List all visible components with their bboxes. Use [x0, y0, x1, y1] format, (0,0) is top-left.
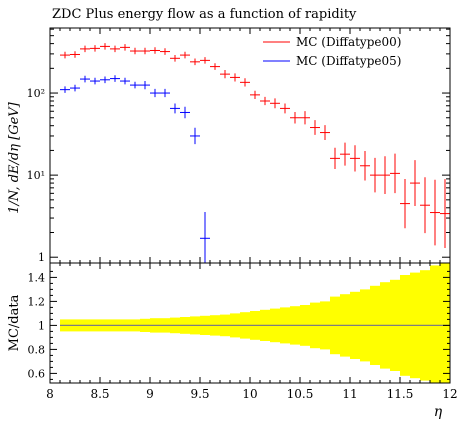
x-tick-label: 11 [342, 387, 357, 401]
data-point-series1 [330, 147, 340, 170]
x-tick-label: 8.5 [90, 387, 109, 401]
data-point-series2 [60, 86, 70, 93]
data-point-series1 [390, 153, 400, 194]
x-axis-label: η [434, 404, 443, 420]
ratio-y-tick-label: 1.4 [28, 271, 46, 284]
data-point-series1 [180, 51, 190, 59]
data-point-series1 [250, 90, 260, 99]
data-point-series1 [280, 103, 290, 114]
data-point-series2 [150, 88, 160, 98]
axes: 8 8.5 9 9.5 10 10.5 11 11.5 12 1 10¹ 10² 0.6 0.8 1 1.2 1… [27, 27, 458, 401]
legend: MC (Diffatype00) MC (Diffatype05) [263, 35, 401, 68]
data-point-series1 [370, 157, 380, 193]
main-y-axis-label: 1/N, dE/dη [GeV] [7, 101, 22, 213]
data-point-series1 [170, 55, 180, 62]
data-point-series1 [380, 156, 390, 195]
data-point-series1 [240, 78, 250, 87]
data-point-series1 [70, 51, 80, 58]
data-point-series1 [110, 45, 120, 53]
data-point-series2 [120, 77, 130, 85]
data-point-series1 [100, 43, 110, 50]
data-point-series2 [190, 127, 200, 145]
data-point-series1 [360, 150, 370, 181]
data-point-series1 [120, 44, 130, 51]
data-point-series1 [130, 47, 140, 55]
ratio-y-tick-label: 1 [38, 319, 45, 332]
ratio-y-axis-label: MC/data [7, 294, 22, 351]
data-point-series1 [230, 73, 240, 82]
data-point-series2 [160, 88, 170, 98]
data-point-series1 [200, 57, 210, 64]
ratio-y-tick-label: 0.6 [28, 367, 46, 380]
x-tick-label: 9.5 [190, 387, 209, 401]
data-point-series1 [410, 160, 420, 207]
data-point-series2 [110, 75, 120, 82]
data-point-series1 [160, 48, 170, 55]
data-point-series1 [140, 47, 150, 55]
main-y-tick-label: 10² [27, 87, 45, 100]
x-tick-label: 10.5 [287, 387, 314, 401]
main-y-tick-label: 10¹ [27, 169, 45, 182]
data-point-series2 [90, 77, 100, 85]
data-point-series2 [100, 76, 110, 84]
legend-label-series1: MC (Diffatype00) [296, 35, 401, 49]
data-point-series1 [350, 145, 360, 172]
chart-title: ZDC Plus energy flow as a function of ra… [52, 7, 357, 22]
data-point-series2 [170, 103, 180, 114]
data-point-series1 [300, 111, 310, 125]
x-tick-label: 8 [46, 387, 54, 401]
data-point-series2 [130, 81, 140, 89]
x-tick-label: 10 [242, 387, 257, 401]
data-point-series2 [80, 75, 90, 83]
ratio-y-tick-label: 0.8 [28, 343, 46, 356]
data-point-series2 [70, 84, 80, 92]
data-point-series1 [210, 63, 220, 70]
legend-label-series2: MC (Diffatype05) [296, 54, 401, 68]
data-point-series1 [420, 177, 430, 234]
main-y-tick-label: 1 [38, 251, 45, 264]
x-tick-label: 9 [146, 387, 154, 401]
data-point-series1 [150, 47, 160, 54]
ratio-band-bin [440, 263, 450, 383]
data-point-series1 [290, 112, 300, 124]
ratio-plot [60, 263, 450, 383]
data-point-series2 [200, 212, 210, 263]
data-point-series1 [190, 58, 200, 66]
data-point-series1 [80, 45, 90, 53]
data-point-series1 [320, 125, 330, 140]
data-point-series1 [430, 179, 440, 246]
data-point-series1 [60, 51, 70, 59]
x-tick-label: 12 [442, 387, 457, 401]
data-point-series1 [270, 98, 280, 109]
main-plot [60, 43, 450, 263]
ratio-band-bin [430, 265, 440, 383]
data-point-series1 [400, 178, 410, 229]
data-point-series2 [140, 80, 150, 90]
data-point-series1 [220, 70, 230, 79]
x-tick-label: 11.5 [387, 387, 414, 401]
data-point-series1 [340, 142, 350, 166]
data-point-series1 [260, 96, 270, 106]
data-point-series1 [310, 120, 320, 135]
ratio-y-tick-label: 1.2 [28, 295, 46, 308]
data-point-series1 [440, 179, 450, 249]
data-point-series1 [90, 45, 100, 52]
data-point-series2 [180, 106, 190, 119]
